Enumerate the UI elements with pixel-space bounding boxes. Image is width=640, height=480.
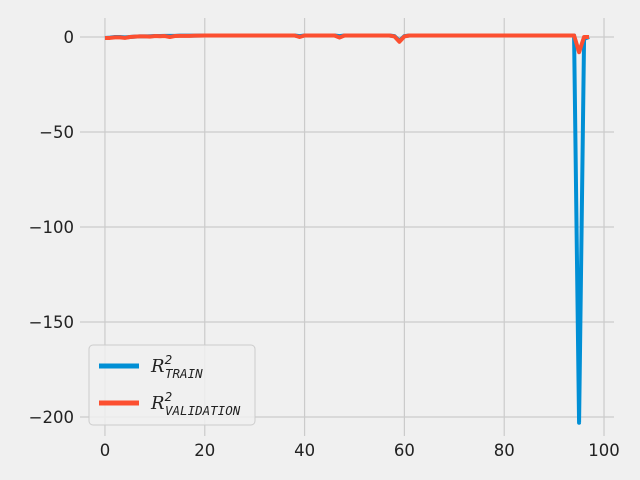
x-axis-ticks: 0 20 40 60 80 100	[100, 441, 620, 460]
legend-train-superscript: 2	[165, 353, 173, 367]
series-line-validation	[104, 33, 590, 55]
y-tick-label: −100	[29, 218, 74, 237]
x-tick-label: 100	[588, 441, 620, 460]
y-tick-label: −200	[29, 408, 74, 427]
x-tick-label: 80	[494, 441, 515, 460]
legend: R2 TRAIN R2 VALIDATION	[88, 344, 256, 426]
legend-validation-superscript: 2	[165, 390, 173, 404]
legend-label-train: R2 TRAIN	[150, 353, 203, 381]
legend-label-validation: R2 VALIDATION	[150, 390, 241, 418]
series-lines	[104, 33, 590, 425]
y-tick-label: 0	[64, 28, 75, 47]
legend-validation-symbol: R	[150, 393, 165, 414]
legend-train-subscript: TRAIN	[165, 366, 203, 381]
x-tick-label: 20	[194, 441, 215, 460]
y-axis-ticks: 0 −50 −100 −150 −200	[29, 28, 74, 427]
y-tick-label: −150	[29, 313, 74, 332]
y-tick-label: −50	[39, 123, 74, 142]
legend-train-symbol: R	[150, 356, 165, 377]
x-tick-label: 60	[394, 441, 415, 460]
legend-validation-subscript: VALIDATION	[165, 403, 241, 418]
x-tick-label: 0	[100, 441, 111, 460]
grid	[80, 18, 614, 436]
x-tick-label: 40	[294, 441, 315, 460]
